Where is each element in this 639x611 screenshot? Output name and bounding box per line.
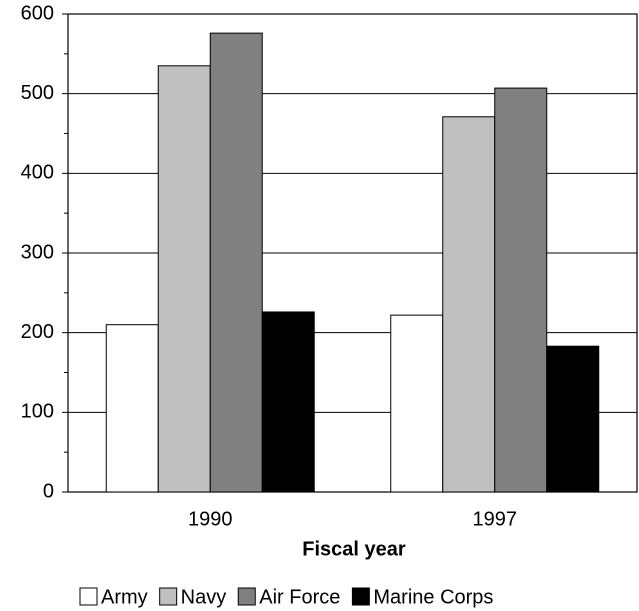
- legend-label: Air Force: [259, 586, 340, 608]
- y-tick-label: 0: [43, 480, 54, 502]
- x-axis-title: Fiscal year: [302, 538, 406, 560]
- bar: [105, 324, 159, 493]
- legend-swatch: [237, 587, 256, 606]
- legend-label: Army: [101, 586, 148, 608]
- legend-swatch: [159, 587, 178, 606]
- y-tick-label: 500: [21, 82, 54, 104]
- x-tick-label: 1997: [473, 508, 518, 530]
- legend-swatch: [79, 587, 98, 606]
- y-tick-label: 400: [21, 162, 54, 184]
- bar: [494, 87, 548, 493]
- bar: [442, 116, 496, 493]
- legend-swatch: [351, 587, 370, 606]
- bar: [157, 65, 211, 493]
- bar: [390, 314, 444, 493]
- y-tick-label: 200: [21, 321, 54, 343]
- bar: [209, 32, 263, 493]
- y-tick-label: 600: [21, 2, 54, 24]
- bar: [546, 345, 600, 493]
- legend-label: Marine Corps: [373, 586, 493, 608]
- y-tick-label: 300: [21, 241, 54, 263]
- bar: [261, 311, 315, 493]
- y-tick-label: 100: [21, 401, 54, 423]
- legend-label: Navy: [181, 586, 227, 608]
- plot-frame: [67, 13, 638, 493]
- x-tick-label: 1990: [188, 508, 233, 530]
